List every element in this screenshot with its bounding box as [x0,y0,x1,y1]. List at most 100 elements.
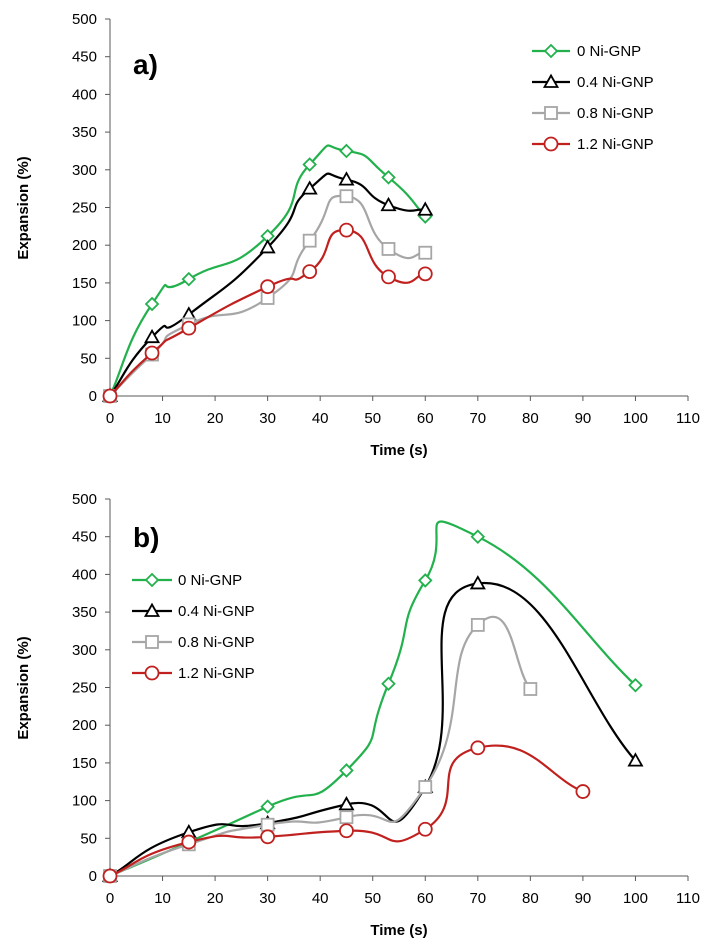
x-tick-label: 60 [417,890,434,907]
x-tick-label: 90 [575,890,592,907]
legend-entry-1-2-ni-gnp: 1.2 Ni-GNP [132,665,255,682]
data-point [181,271,197,287]
y-tick-label: 350 [72,604,97,621]
x-axis-title: Time (s) [370,442,427,459]
data-point [575,784,591,799]
y-tick-label: 400 [72,86,97,103]
data-point [339,143,354,159]
data-point [102,388,118,404]
legend-entry-0-ni-gnp: 0 Ni-GNP [132,572,242,589]
legend-label: 0.8 Ni-GNP [577,105,654,122]
x-tick-label: 100 [623,410,648,427]
data-point [144,296,160,312]
y-tick-label: 250 [72,200,97,217]
y-tick-label: 500 [72,491,97,508]
data-point [339,823,354,839]
data-point [470,529,486,544]
data-point [102,868,118,884]
data-point [417,266,433,282]
data-point [302,233,317,248]
data-point [143,328,161,344]
data-point [418,780,433,794]
data-point [470,618,485,632]
x-tick-label: 90 [575,410,592,427]
x-tick-label: 70 [469,410,486,427]
y-tick-label: 50 [80,830,97,847]
data-point [339,763,354,778]
y-tick-label: 100 [72,313,97,330]
data-point [523,682,538,696]
legend-label: 0.8 Ni-GNP [178,634,255,651]
x-tick-label: 10 [154,410,171,427]
x-tick-label: 40 [312,410,329,427]
y-tick-label: 150 [72,275,97,292]
data-point [144,345,160,361]
data-point [381,676,396,692]
data-point [181,834,197,850]
data-point [338,171,355,186]
y-tick-label: 300 [72,642,97,659]
series-1-2-ni-gnp [102,222,433,404]
data-point [338,796,355,811]
y-tick-label: 0 [89,388,97,405]
legend-entry-0-8-ni-gnp: 0.8 Ni-GNP [532,105,654,122]
legend-label: 0.4 Ni-GNP [577,74,654,91]
panel-label: a) [133,49,158,80]
series-line-0-4-ni-gnp [109,582,637,877]
x-tick-label: 50 [364,410,381,427]
y-tick-label: 350 [72,124,97,141]
x-tick-label: 30 [259,890,276,907]
x-tick-label: 110 [676,410,700,427]
data-point [181,320,197,336]
data-point [381,170,396,185]
y-tick-label: 200 [72,237,97,254]
x-tick-label: 80 [522,890,539,907]
data-point [339,189,354,204]
data-point [260,799,275,814]
data-point [301,180,318,195]
y-tick-label: 0 [89,868,97,885]
data-point [627,752,644,767]
x-tick-label: 40 [312,890,329,907]
y-tick-label: 400 [72,566,97,583]
x-tick-label: 70 [469,890,486,907]
x-tick-label: 0 [106,890,114,907]
panel-b: 0 50 100 150 200 250 300 350 400 450 500 0 10 20 30 40 5… [15,491,700,939]
legend: 0 Ni-GNP 0.4 Ni-GNP 0.8 Ni-GNP 1.2 Ni-GNP [132,572,255,682]
y-tick-label: 250 [72,680,97,697]
y-tick-label: 100 [72,793,97,810]
legend-marker [542,73,560,88]
y-tick-label: 150 [72,755,97,772]
x-tick-label: 30 [259,410,276,427]
x-tick-label: 100 [623,890,648,907]
data-point [381,242,396,256]
x-tick-label: 0 [106,410,114,427]
legend-label: 1.2 Ni-GNP [577,136,654,153]
data-point [302,157,317,172]
series-1-2-ni-gnp [102,740,591,884]
x-axis-title: Time (s) [370,922,427,939]
legend-entry-0-8-ni-gnp: 0.8 Ni-GNP [132,634,255,651]
series-line-0-4-ni-gnp [109,172,426,397]
data-point [628,677,643,693]
data-point [259,239,276,254]
data-point [417,201,434,216]
x-tick-label: 80 [522,410,539,427]
y-tick-label: 300 [72,162,97,179]
x-tick-label: 110 [676,890,700,907]
x-tick-label: 50 [364,890,381,907]
legend-marker [143,602,161,617]
data-point [470,740,486,756]
data-point [339,810,354,825]
x-tick-label: 60 [417,410,434,427]
y-axis-title: Expansion (%) [15,156,32,259]
data-point [260,279,276,295]
legend-marker [543,136,559,152]
legend: 0 Ni-GNP 0.4 Ni-GNP 0.8 Ni-GNP 1.2 Ni-GNP [532,43,654,153]
data-point [260,829,276,845]
legend-label: 0 Ni-GNP [577,43,641,60]
data-point [418,245,433,260]
legend-entry-0-4-ni-gnp: 0.4 Ni-GNP [532,73,654,91]
